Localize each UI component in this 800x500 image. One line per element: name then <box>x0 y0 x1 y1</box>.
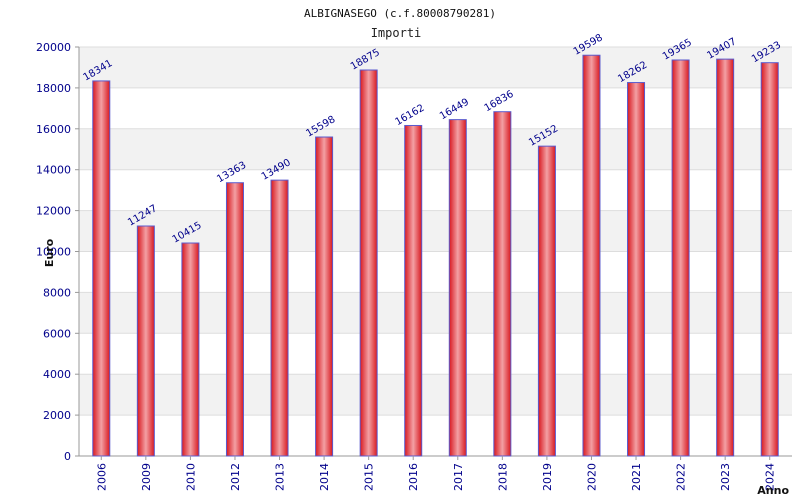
x-tick-label: 2020 <box>585 463 598 491</box>
x-tick-label: 2016 <box>407 463 420 491</box>
bar-2013 <box>270 179 289 457</box>
x-tick-label: 2023 <box>719 463 732 491</box>
bar-2017 <box>448 119 467 457</box>
bars <box>92 54 779 457</box>
x-tick-label: 2024 <box>764 463 777 491</box>
bar-2022 <box>671 59 690 457</box>
chart-subtitle: Importi <box>371 26 422 40</box>
bar-2009 <box>136 225 155 457</box>
x-tick-label: 2006 <box>95 463 108 491</box>
bar-2021 <box>627 82 646 457</box>
y-tick-label: 20000 <box>36 41 71 54</box>
bar-2014 <box>315 136 334 457</box>
y-tick-label: 10000 <box>36 246 71 259</box>
bar-2019 <box>537 145 556 457</box>
x-tick-label: 2013 <box>274 463 287 491</box>
x-tick-label: 2018 <box>496 463 509 491</box>
bar-2024 <box>760 62 779 457</box>
bar-2010 <box>181 242 200 457</box>
y-ticks: 0 2000 4000 6000 8000 10000 12000 14000 16000 180… <box>36 41 79 463</box>
y-tick-label: 4000 <box>43 368 71 381</box>
y-tick-label: 16000 <box>36 123 71 136</box>
bar-2018 <box>493 111 512 457</box>
bar-2016 <box>404 124 423 457</box>
x-axis-label: Anno <box>757 484 789 497</box>
chart-title: ALBIGNASEGO (c.f.80008790281) <box>304 7 496 20</box>
x-tick-label: 2022 <box>675 463 688 491</box>
x-tick-label: 2014 <box>318 463 331 491</box>
y-tick-label: 14000 <box>36 164 71 177</box>
bar-2023 <box>716 58 735 457</box>
x-tick-label: 2010 <box>184 463 197 491</box>
x-tick-label: 2021 <box>630 463 643 491</box>
bar-2020 <box>582 54 601 457</box>
bar-2015 <box>359 69 378 457</box>
y-tick-label: 18000 <box>36 82 71 95</box>
x-tick-label: 2012 <box>229 463 242 491</box>
y-tick-label: 8000 <box>43 286 71 299</box>
y-tick-label: 0 <box>64 450 71 463</box>
y-tick-label: 2000 <box>43 409 71 422</box>
x-tick-label: 2019 <box>541 463 554 491</box>
y-tick-label: 12000 <box>36 205 71 218</box>
bar-2006 <box>92 80 111 457</box>
y-axis-label: Euro <box>43 238 56 267</box>
x-tick-label: 2017 <box>452 463 465 491</box>
x-tick-label: 2009 <box>140 463 153 491</box>
x-tick-label: 2015 <box>363 463 376 491</box>
bar-2012 <box>225 182 244 457</box>
x-ticks: 2006 2009 2010 2012 2013 2014 2015 2016 2017 2018… <box>95 456 777 491</box>
y-tick-label: 6000 <box>43 327 71 340</box>
